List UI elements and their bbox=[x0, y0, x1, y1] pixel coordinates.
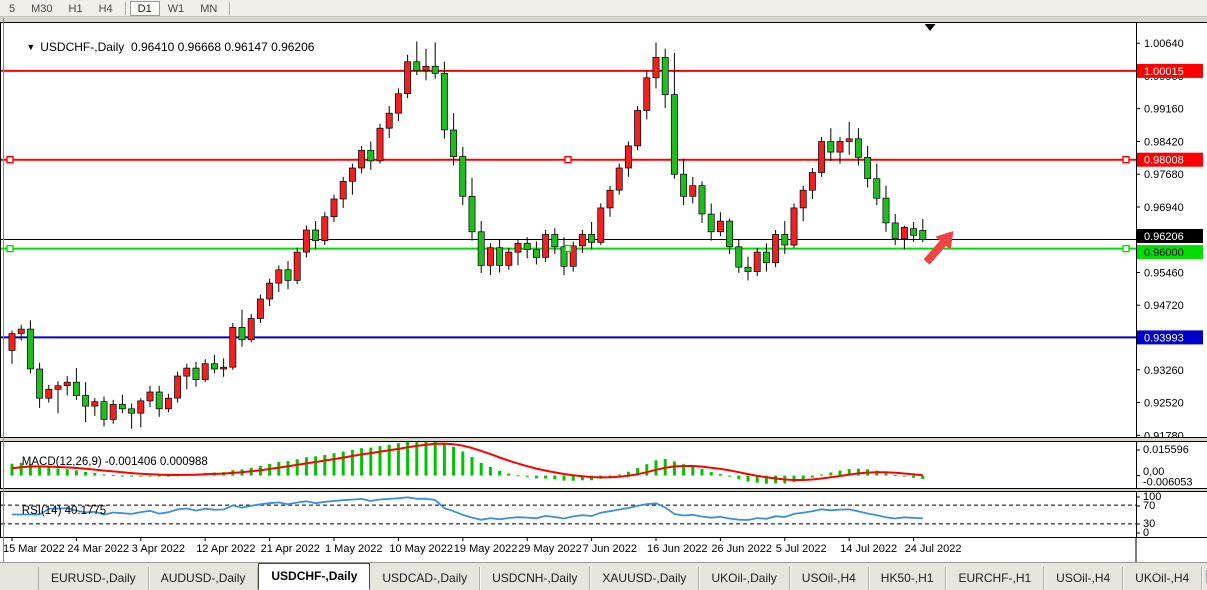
line-handle bbox=[6, 155, 14, 164]
svg-text:16 Jun 2022: 16 Jun 2022 bbox=[647, 543, 708, 555]
tab-usdcnh-daily[interactable]: USDCNH-,Daily bbox=[480, 567, 591, 590]
timeframe-button-mn[interactable]: MN bbox=[192, 1, 225, 16]
svg-text:0: 0 bbox=[1143, 527, 1149, 538]
price-chart-svg: 1.006400.999000.991600.984200.976800.969… bbox=[0, 22, 1207, 438]
tab-usoil-h4-2[interactable]: USOil-,H4 bbox=[1044, 567, 1124, 590]
svg-text:0.96206: 0.96206 bbox=[1144, 231, 1184, 243]
tab-usoil-h4[interactable]: USOil-,H4 bbox=[790, 567, 869, 590]
svg-text:5 Jul 2022: 5 Jul 2022 bbox=[776, 543, 827, 555]
timeframe-toolbar: 5 M30 H1 H4 D1 W1 MN bbox=[0, 0, 1207, 17]
svg-text:0.015596: 0.015596 bbox=[1143, 444, 1189, 456]
svg-text:7 Jun 2022: 7 Jun 2022 bbox=[583, 543, 637, 555]
rsi-panel[interactable]: 100 70 30 0 bbox=[0, 491, 1207, 538]
svg-text:24 Mar 2022: 24 Mar 2022 bbox=[67, 543, 129, 555]
price-badge bbox=[1137, 330, 1203, 345]
svg-text:0.98420: 0.98420 bbox=[1144, 137, 1184, 149]
svg-text:0.97680: 0.97680 bbox=[1144, 169, 1184, 181]
date-axis-svg: 15 Mar 2022 24 Mar 2022 3 Apr 2022 12 Apr 2… bbox=[0, 538, 1207, 562]
svg-text:15 Mar 2022: 15 Mar 2022 bbox=[3, 543, 65, 555]
timeframe-button-h1[interactable]: H1 bbox=[61, 1, 91, 16]
timeframe-button-w1[interactable]: W1 bbox=[160, 1, 193, 16]
toolbar-separator bbox=[124, 1, 126, 15]
price-badge bbox=[1137, 63, 1203, 78]
svg-text:0.93993: 0.93993 bbox=[1144, 332, 1184, 344]
svg-text:12 Apr 2022: 12 Apr 2022 bbox=[196, 543, 255, 555]
tab-eurusd-daily[interactable]: EURUSD-,Daily bbox=[38, 567, 149, 590]
svg-text:0.98008: 0.98008 bbox=[1144, 155, 1184, 167]
svg-text:1 May 2022: 1 May 2022 bbox=[325, 543, 382, 555]
svg-text:0.96000: 0.96000 bbox=[1144, 247, 1184, 259]
tab-usdchf-daily[interactable]: USDCHF-,Daily bbox=[258, 563, 371, 590]
svg-text:1.00640: 1.00640 bbox=[1144, 38, 1184, 50]
svg-text:0.91780: 0.91780 bbox=[1144, 430, 1184, 438]
price-badge bbox=[1137, 245, 1203, 260]
svg-text:0,00: 0,00 bbox=[1143, 466, 1164, 478]
chart-title-ohlc: 0.96410 0.96668 0.96147 0.96206 bbox=[130, 40, 315, 54]
price-chart-panel[interactable]: 1.006400.999000.991600.984200.976800.969… bbox=[0, 22, 1207, 438]
price-badge bbox=[1137, 229, 1203, 243]
svg-text:0.95460: 0.95460 bbox=[1144, 268, 1184, 280]
timeframe-button-d1[interactable]: D1 bbox=[129, 0, 160, 16]
macd-indicator-label: MACD(12,26,9) -0.001406 0.000988 bbox=[21, 456, 208, 468]
svg-text:24 Jul 2022: 24 Jul 2022 bbox=[905, 543, 962, 555]
line-handle bbox=[564, 155, 572, 164]
up-arrow-annotation bbox=[923, 231, 954, 265]
svg-text:3 Apr 2022: 3 Apr 2022 bbox=[132, 543, 185, 555]
timeframe-button-h4[interactable]: H4 bbox=[91, 1, 121, 16]
date-axis: 15 Mar 2022 24 Mar 2022 3 Apr 2022 12 Apr 2… bbox=[0, 538, 1207, 562]
svg-text:0.93260: 0.93260 bbox=[1144, 365, 1184, 377]
svg-text:14 Jul 2022: 14 Jul 2022 bbox=[840, 543, 897, 555]
svg-text:10 May 2022: 10 May 2022 bbox=[389, 543, 453, 555]
svg-text:19 May 2022: 19 May 2022 bbox=[454, 543, 518, 555]
svg-text:26 Jun 2022: 26 Jun 2022 bbox=[711, 543, 772, 555]
svg-text:-0.006053: -0.006053 bbox=[1143, 477, 1193, 489]
svg-text:30: 30 bbox=[1143, 518, 1155, 530]
tab-ukoil-h4[interactable]: UKOil-,H4 bbox=[1123, 567, 1203, 590]
tab-scroll-controls: ◄ ► bbox=[1202, 563, 1207, 590]
tab-xauusd-daily[interactable]: XAUUSD-,Daily bbox=[590, 567, 700, 590]
chart-tab-bar: EURUSD-,Daily AUDUSD-,Daily USDCHF-,Dail… bbox=[0, 562, 1207, 590]
svg-text:0.96940: 0.96940 bbox=[1144, 202, 1184, 214]
shift-marker-triangle-icon bbox=[924, 24, 936, 31]
price-badge bbox=[1137, 152, 1203, 167]
line-handle bbox=[1122, 244, 1130, 253]
window-frame-edge bbox=[3, 18, 4, 562]
toolbar-separator bbox=[229, 1, 231, 15]
svg-text:1.00015: 1.00015 bbox=[1144, 66, 1184, 78]
svg-text:21 Apr 2022: 21 Apr 2022 bbox=[261, 543, 320, 555]
chart-title: ▼ USDCHF-,Daily 0.96410 0.96668 0.96147 0… bbox=[13, 26, 314, 68]
svg-text:0.94720: 0.94720 bbox=[1144, 300, 1184, 312]
rsi-line bbox=[12, 496, 923, 521]
tab-audusd-daily[interactable]: AUDUSD-,Daily bbox=[149, 567, 259, 590]
tab-eurchf-h1[interactable]: EURCHF-,H1 bbox=[946, 567, 1045, 590]
macd-panel[interactable]: 0.015596 0,00 -0.006053 bbox=[0, 441, 1207, 489]
tab-hk50-h1[interactable]: HK50-,H1 bbox=[869, 567, 947, 590]
macd-svg: 0.015596 0,00-0.006053 bbox=[0, 441, 1207, 489]
line-handle bbox=[1122, 155, 1130, 164]
timeframe-button-m5[interactable]: 5 bbox=[1, 1, 23, 16]
line-handle bbox=[6, 244, 14, 253]
svg-text:100: 100 bbox=[1143, 491, 1161, 503]
tab-usdcad-daily[interactable]: USDCAD-,Daily bbox=[370, 567, 481, 590]
rsi-indicator-label: RSI(14) 40.1775 bbox=[21, 505, 107, 517]
tab-ukoil-daily[interactable]: UKOil-,Daily bbox=[699, 567, 790, 590]
svg-text:0.92520: 0.92520 bbox=[1144, 398, 1184, 410]
macd-histogram bbox=[10, 441, 925, 484]
candles-layer bbox=[8, 41, 927, 429]
svg-text:70: 70 bbox=[1143, 500, 1155, 512]
svg-text:0.99160: 0.99160 bbox=[1144, 104, 1184, 116]
timeframe-button-m30[interactable]: M30 bbox=[23, 1, 60, 16]
chart-title-symbol: USDCHF-,Daily bbox=[40, 40, 125, 54]
svg-text:29 May 2022: 29 May 2022 bbox=[518, 543, 582, 555]
macd-signal-line bbox=[11, 442, 923, 481]
line-handle bbox=[564, 244, 572, 253]
symbol-dropdown-icon[interactable]: ▼ bbox=[26, 42, 36, 52]
